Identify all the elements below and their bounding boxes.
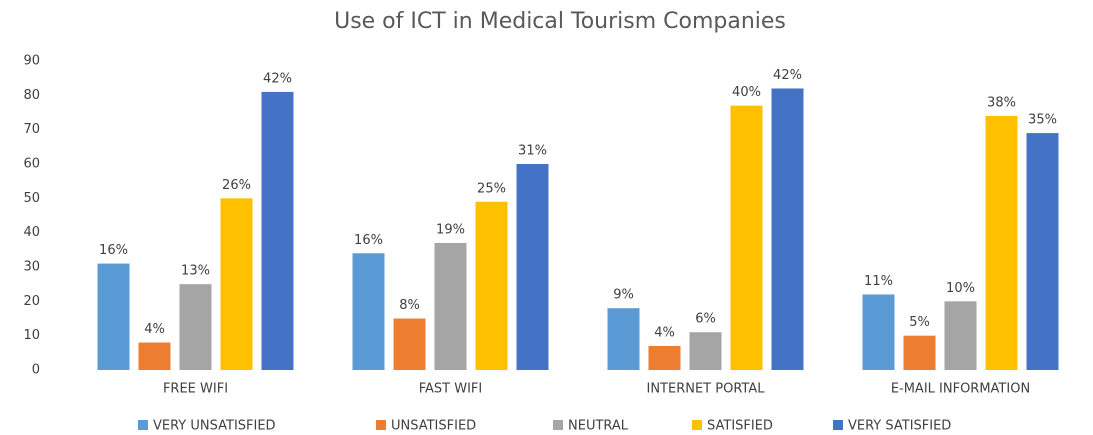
x-tick-label: INTERNET PORTAL	[647, 382, 766, 397]
y-tick-label: 20	[23, 294, 40, 309]
data-label: 26%	[222, 178, 251, 193]
data-label: 4%	[654, 325, 675, 340]
x-tick-label: FAST WIFI	[419, 382, 483, 397]
bar	[607, 308, 640, 370]
data-label: 10%	[946, 281, 975, 296]
legend-label: VERY UNSATISFIED	[153, 419, 276, 434]
x-tick-label: E-MAIL INFORMATION	[891, 382, 1030, 397]
bar	[862, 294, 895, 370]
data-label: 16%	[99, 243, 128, 258]
data-label: 42%	[263, 71, 292, 86]
bar	[352, 253, 385, 370]
legend-label: VERY SATISFIED	[848, 419, 951, 434]
data-label: 8%	[399, 298, 420, 313]
bar	[393, 318, 426, 370]
legend-label: UNSATISFIED	[391, 419, 476, 434]
data-label: 38%	[987, 95, 1016, 110]
data-label: 11%	[864, 274, 893, 289]
y-tick-label: 50	[23, 191, 40, 206]
data-label: 31%	[518, 144, 547, 159]
bar	[903, 335, 936, 370]
y-tick-label: 40	[23, 225, 40, 240]
bar	[434, 242, 467, 370]
data-label: 35%	[1028, 113, 1057, 128]
legend-swatch	[138, 420, 148, 430]
bar	[261, 91, 294, 371]
data-label: 5%	[909, 315, 930, 330]
data-label: 42%	[773, 68, 802, 83]
bar	[220, 198, 253, 370]
y-tick-label: 10	[23, 328, 40, 343]
chart-title: Use of ICT in Medical Tourism Companies	[334, 9, 786, 34]
data-label: 6%	[695, 312, 716, 327]
data-label: 16%	[354, 233, 383, 248]
data-label: 19%	[436, 222, 465, 237]
y-tick-label: 60	[23, 157, 40, 172]
data-label: 25%	[477, 181, 506, 196]
bar	[730, 105, 763, 370]
bar	[689, 332, 722, 370]
bar	[97, 263, 130, 370]
bar	[475, 201, 508, 370]
legend-swatch	[553, 420, 563, 430]
bar	[944, 301, 977, 370]
legend-swatch	[833, 420, 843, 430]
bar	[179, 284, 212, 370]
bar	[771, 88, 804, 370]
legend-label: SATISFIED	[707, 419, 773, 434]
x-tick-label: FREE WIFI	[163, 382, 228, 397]
bar	[985, 115, 1018, 370]
y-tick-label: 90	[23, 54, 40, 69]
data-label: 40%	[732, 85, 761, 100]
data-label: 9%	[613, 288, 634, 303]
legend-swatch	[376, 420, 386, 430]
legend-swatch	[692, 420, 702, 430]
bar	[138, 342, 171, 370]
y-tick-label: 30	[23, 260, 40, 275]
bar	[1026, 133, 1059, 370]
y-tick-label: 0	[32, 363, 40, 378]
data-label: 4%	[144, 322, 165, 337]
data-label: 13%	[181, 264, 210, 279]
bar	[516, 164, 549, 370]
y-tick-label: 70	[23, 122, 40, 137]
bar	[648, 345, 681, 370]
legend-label: NEUTRAL	[568, 419, 629, 434]
y-tick-label: 80	[23, 88, 40, 103]
